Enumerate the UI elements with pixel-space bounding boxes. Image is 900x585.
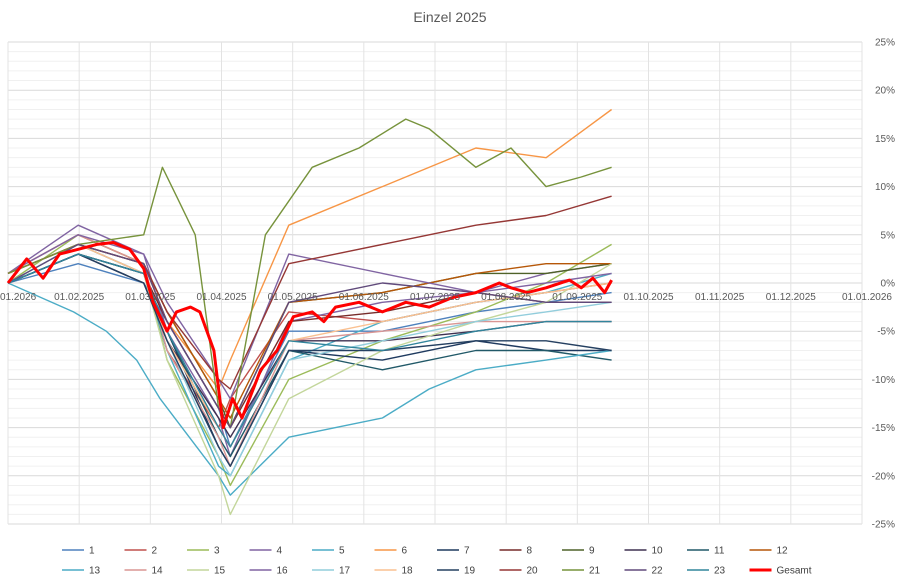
y-tick-label: 15% (875, 134, 895, 145)
y-tick-label: -20% (872, 471, 895, 482)
legend-label: 5 (339, 546, 345, 557)
series-line-19 (7, 253, 612, 467)
x-tick-label: 01.03.2025 (125, 292, 175, 303)
x-tick-label: 01.11.2025 (695, 292, 745, 303)
legend-label: 9 (589, 546, 595, 557)
legend-label: 15 (214, 566, 226, 577)
y-tick-label: 20% (875, 86, 895, 97)
y-tick-label: 25% (875, 38, 895, 49)
legend-label: Gesamt (777, 566, 812, 577)
gridlines (7, 41, 863, 525)
legend-label: 22 (652, 566, 664, 577)
y-tick-label: -15% (872, 423, 895, 434)
x-axis-tick-labels: 01.2026 01.02.2025 01.03.2025 01.04.2025 01.… (0, 292, 892, 303)
y-tick-label: 10% (875, 182, 895, 193)
series-line-18 (7, 243, 612, 448)
x-tick-label: 01.06.2025 (339, 292, 389, 303)
y-axis-tick-labels: 25% 20% 15% 10% 5% 0% -5% -10% -15% -20% -25% (872, 38, 895, 531)
legend-label: 14 (152, 566, 164, 577)
x-tick-label: 01.07.2025 (410, 292, 460, 303)
series-lines (6, 108, 613, 516)
y-tick-label: -5% (877, 327, 895, 338)
legend-label: 20 (527, 566, 539, 577)
legend-label: 7 (464, 546, 470, 557)
legend-label: 12 (777, 546, 789, 557)
legend-label: 16 (277, 566, 289, 577)
legend-label: 3 (214, 546, 220, 557)
x-tick-label: 01.09.2025 (552, 292, 602, 303)
legend-label: 2 (152, 546, 158, 557)
series-line-22 (7, 243, 612, 429)
y-tick-label: 5% (881, 230, 896, 241)
x-tick-label: 01.12.2025 (766, 292, 816, 303)
series-line-gesamt (6, 241, 613, 430)
x-tick-label: 01.10.2025 (623, 292, 673, 303)
x-tick-label: 01.04.2025 (196, 292, 246, 303)
legend-label: 8 (527, 546, 533, 557)
legend-label: 17 (339, 566, 351, 577)
x-tick-label: 01.05.2025 (268, 292, 318, 303)
legend-label: 1 (89, 546, 95, 557)
y-tick-label: -25% (872, 520, 895, 531)
y-tick-label: 0% (881, 279, 896, 290)
chart-title: Einzel 2025 (413, 9, 486, 25)
legend-label: 13 (89, 566, 101, 577)
legend-label: 10 (652, 546, 664, 557)
legend-label: 19 (464, 566, 476, 577)
x-tick-label: 01.02.2025 (54, 292, 104, 303)
legend-label: 23 (714, 566, 726, 577)
legend-label: 6 (402, 546, 408, 557)
series-line-10 (7, 253, 612, 438)
x-tick-label: 01.01.2026 (842, 292, 892, 303)
legend-label: 4 (277, 546, 283, 557)
y-tick-label: -10% (872, 375, 895, 386)
series-line-21 (7, 118, 612, 429)
legend-label: 11 (714, 546, 725, 557)
series-line-23 (7, 253, 612, 448)
x-tick-label: 01.2026 (0, 292, 37, 303)
x-tick-label: 01.08.2025 (481, 292, 531, 303)
legend-label: 18 (402, 566, 414, 577)
legend-label: 21 (589, 566, 601, 577)
series-line-13 (7, 282, 612, 496)
